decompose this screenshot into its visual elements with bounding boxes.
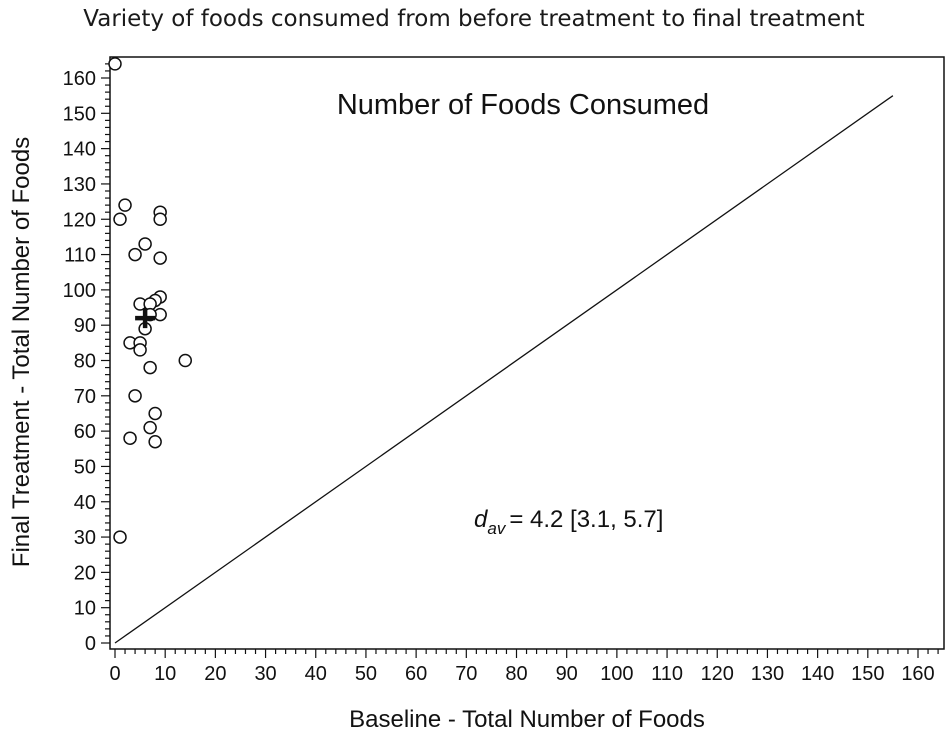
y-tick-label: 130 — [63, 174, 96, 196]
data-point — [143, 360, 157, 375]
y-tick-label: 40 — [74, 492, 96, 514]
y-tick-label: 120 — [63, 209, 96, 231]
chart-title: Variety of foods consumed from before tr… — [83, 6, 865, 32]
identity-line — [114, 95, 894, 644]
plot-inner-title: Number of Foods Consumed — [337, 89, 709, 121]
data-point — [113, 530, 127, 544]
data-point — [123, 431, 137, 445]
y-tick-label: 100 — [63, 280, 96, 302]
effect-size-subscript: av — [487, 519, 506, 538]
x-tick-label: 120 — [701, 663, 734, 685]
y-tick-label: 150 — [63, 103, 96, 125]
data-point — [113, 212, 127, 226]
data-point — [118, 198, 132, 212]
data-point — [178, 353, 193, 368]
x-tick-label: 60 — [405, 663, 427, 685]
effect-size-symbol: d — [474, 506, 488, 533]
x-tick-label: 80 — [505, 663, 527, 685]
y-tick-label: 0 — [85, 633, 96, 655]
x-tick-label: 110 — [651, 663, 683, 685]
x-tick-label: 150 — [851, 663, 884, 685]
y-tick-label: 60 — [74, 421, 96, 443]
data-point — [138, 237, 152, 251]
x-tick-label: 40 — [305, 663, 327, 685]
y-tick-label: 50 — [74, 456, 96, 478]
y-tick-label: 10 — [74, 598, 96, 620]
y-tick-label: 20 — [74, 562, 96, 584]
x-tick-label: 0 — [109, 663, 120, 685]
x-axis-label: Baseline - Total Number of Foods — [349, 706, 705, 733]
y-tick-label: 30 — [74, 527, 96, 549]
effect-size-value: = 4.2 [3.1, 5.7] — [509, 506, 663, 533]
y-tick-label: 80 — [74, 351, 96, 373]
y-tick-label: 110 — [64, 245, 96, 267]
x-tick-label: 130 — [751, 663, 784, 685]
y-tick-label: 90 — [74, 315, 96, 337]
data-point — [128, 389, 142, 403]
x-tick-label: 10 — [154, 663, 176, 685]
effect-size-annotation: dav = 4.2 [3.1, 5.7] — [474, 506, 663, 538]
data-point — [148, 434, 162, 449]
x-tick-label: 50 — [355, 663, 377, 685]
x-tick-label: 100 — [600, 663, 633, 685]
data-point — [128, 247, 142, 262]
data-point — [108, 57, 122, 71]
x-tick-label: 90 — [556, 663, 578, 685]
data-point — [148, 406, 162, 421]
data-point — [143, 420, 157, 435]
x-tick-label: 140 — [801, 663, 834, 685]
x-tick-label: 70 — [455, 663, 477, 685]
x-tick-label: 20 — [204, 663, 226, 685]
x-tick-label: 30 — [254, 663, 276, 685]
data-point — [153, 251, 167, 265]
mean-marker — [135, 308, 156, 329]
y-tick-label: 140 — [63, 139, 96, 161]
x-tick-label: 160 — [901, 663, 934, 685]
y-tick-label: 160 — [63, 68, 96, 90]
data-point — [153, 212, 167, 226]
data-point — [133, 343, 147, 357]
y-tick-label: 70 — [74, 386, 96, 408]
